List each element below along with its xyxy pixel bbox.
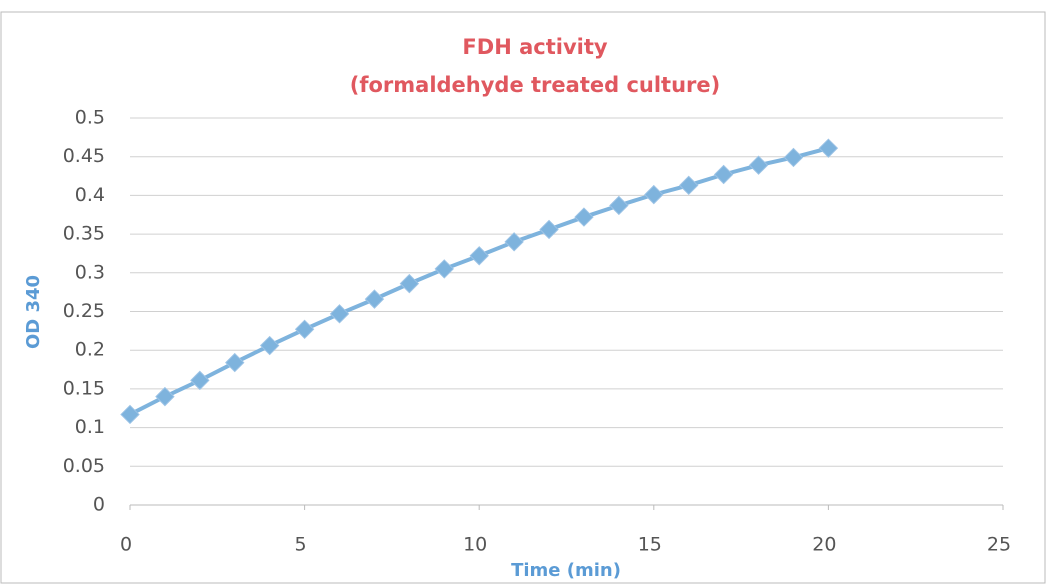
data-point: [156, 388, 174, 406]
data-point: [750, 156, 768, 174]
y-tick-label: 0.15: [63, 377, 105, 399]
y-tick-label: 0.45: [63, 145, 105, 167]
data-point: [365, 290, 383, 308]
y-tick-label: 0: [93, 494, 105, 516]
x-tick-label: 10: [463, 534, 487, 556]
data-point: [191, 371, 209, 389]
y-tick-label: 0.2: [75, 339, 105, 361]
x-tick-label: 0: [120, 534, 132, 556]
chart-subtitle: (formaldehyde treated culture): [350, 73, 720, 97]
data-point: [540, 220, 558, 238]
data-point: [296, 320, 314, 338]
chart-title: FDH activity: [462, 35, 607, 59]
data-point: [819, 139, 837, 157]
y-axis-title: OD 340: [23, 275, 44, 349]
data-point: [645, 186, 663, 204]
y-tick-label: 0.3: [75, 261, 105, 283]
x-axis-title: Time (min): [511, 560, 621, 581]
data-point: [575, 208, 593, 226]
data-point: [435, 260, 453, 278]
y-tick-label: 0.25: [63, 300, 105, 322]
y-tick-label: 0.5: [75, 107, 105, 129]
data-line: [130, 148, 828, 414]
data-point: [610, 196, 628, 214]
data-point: [470, 247, 488, 265]
chart-frame: [1, 12, 1045, 583]
y-tick-label: 0.1: [75, 416, 105, 438]
data-point: [680, 176, 698, 194]
data-point: [121, 405, 139, 423]
data-point: [505, 233, 523, 251]
chart: FDH activity (formaldehyde treated cultu…: [0, 0, 1047, 585]
data-point: [784, 148, 802, 166]
y-tick-label: 0.05: [63, 455, 105, 477]
x-tick-label: 20: [812, 534, 836, 556]
y-tick-label: 0.4: [75, 184, 105, 206]
data-point: [400, 275, 418, 293]
data-point: [261, 337, 279, 355]
data-point: [331, 305, 349, 323]
x-tick-label: 15: [638, 534, 662, 556]
data-point: [226, 354, 244, 372]
x-tick-label: 5: [295, 534, 307, 556]
x-tick-label: 25: [987, 534, 1011, 556]
y-tick-label: 0.35: [63, 223, 105, 245]
data-point: [715, 166, 733, 184]
